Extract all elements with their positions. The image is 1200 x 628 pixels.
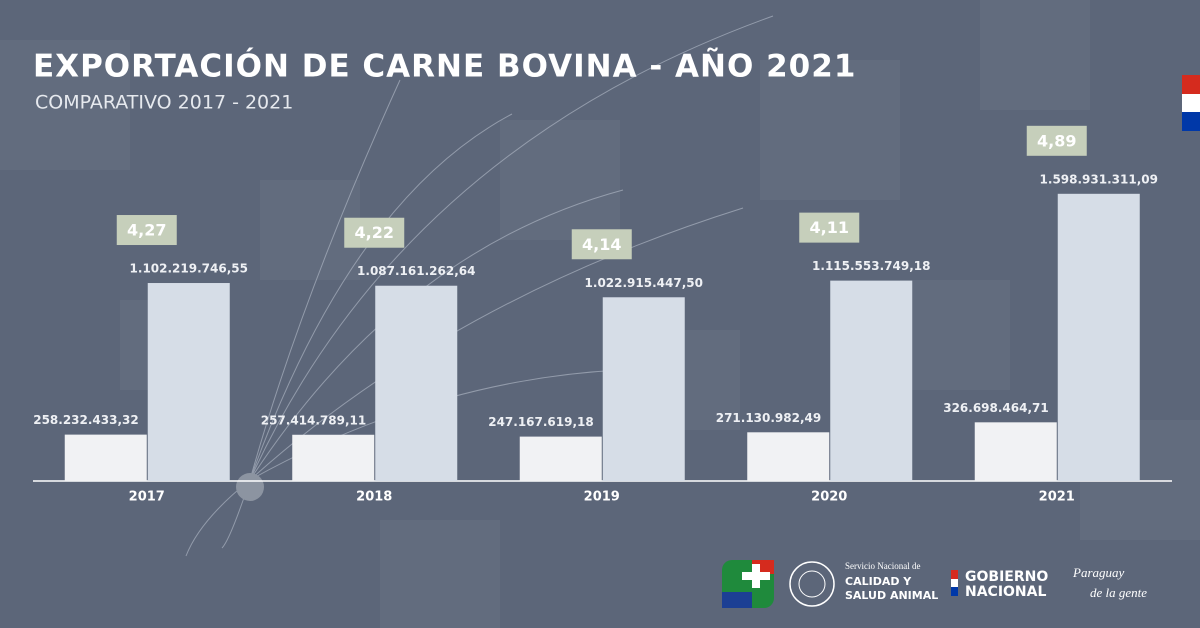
bar	[830, 280, 913, 481]
x-tick-label: 2017	[129, 490, 165, 505]
government-line: NACIONAL	[965, 584, 1046, 600]
footer: Servicio Nacional de CALIDAD Y SALUD ANI…	[722, 560, 1147, 608]
paraguay-marker	[236, 473, 264, 501]
value-label: 257.414.789,11	[261, 413, 367, 427]
value-label: 1.022.915.447,50	[585, 276, 703, 290]
agency-line: SALUD ANIMAL	[845, 589, 938, 602]
government-line: GOBIERNO	[965, 569, 1048, 585]
gov-flag	[951, 579, 958, 587]
senacsa-cross	[742, 564, 770, 588]
value-label: 271.130.982,49	[716, 411, 822, 425]
x-tick-label: 2019	[584, 490, 620, 505]
x-tick-label: 2018	[356, 490, 392, 505]
value-label: 1.102.219.746,55	[130, 262, 248, 276]
agency-line: CALIDAD Y	[845, 575, 912, 588]
value-label: 1.598.931.311,09	[1040, 172, 1158, 186]
bar	[602, 297, 685, 481]
price-label: 4,27	[127, 221, 166, 240]
value-label: 258.232.433,32	[33, 413, 139, 427]
value-label: 1.115.553.749,18	[812, 259, 930, 273]
seal	[789, 561, 835, 607]
price-box	[344, 217, 405, 248]
bar	[292, 434, 375, 481]
agency-line: Servicio Nacional de	[845, 561, 920, 571]
x-tick-label: 2020	[811, 490, 847, 505]
flag	[1182, 75, 1200, 131]
price-label: 4,14	[582, 235, 621, 254]
value-label: 247.167.619,18	[488, 415, 594, 429]
chart-title: EXPORTACIÓN DE CARNE BOVINA - AÑO 2021	[33, 48, 856, 85]
chart-subtitle: COMPARATIVO 2017 - 2021	[35, 92, 293, 114]
bar	[519, 436, 602, 481]
value-label: 326.698.464,71	[943, 401, 1049, 415]
price-box	[799, 212, 860, 243]
seal-inner	[798, 570, 826, 598]
price-label: 4,11	[810, 218, 849, 237]
gov-flag	[951, 587, 958, 596]
price-label: 4,22	[355, 223, 394, 242]
bar	[64, 434, 147, 481]
bar	[375, 285, 458, 481]
value-label: 1.087.161.262,64	[357, 264, 475, 278]
x-tick-label: 2021	[1039, 490, 1075, 505]
bar	[147, 283, 230, 481]
bar	[747, 432, 830, 481]
price-box	[116, 215, 177, 246]
price-box	[571, 229, 632, 260]
price-box	[1026, 125, 1087, 156]
slogan-line: Paraguay	[1072, 565, 1125, 580]
gov-flag	[951, 570, 958, 579]
slogan-line: de la gente	[1090, 585, 1147, 600]
bar	[1057, 193, 1140, 481]
price-label: 4,89	[1037, 131, 1076, 150]
bar	[974, 422, 1057, 481]
senacsa-logo-part	[722, 592, 752, 608]
